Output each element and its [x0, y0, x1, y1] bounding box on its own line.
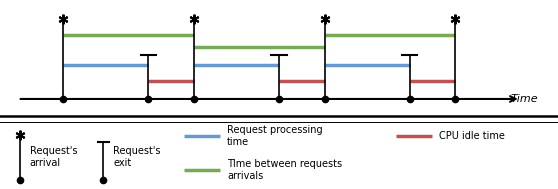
- Text: Request's
arrival: Request's arrival: [30, 146, 77, 168]
- Text: Request's
exit: Request's exit: [113, 146, 161, 168]
- Text: Request processing
time: Request processing time: [227, 125, 323, 147]
- Text: TIme between requests
arrivals: TIme between requests arrivals: [227, 159, 342, 181]
- Text: CPU idle time: CPU idle time: [439, 131, 505, 141]
- Text: Time: Time: [511, 94, 538, 104]
